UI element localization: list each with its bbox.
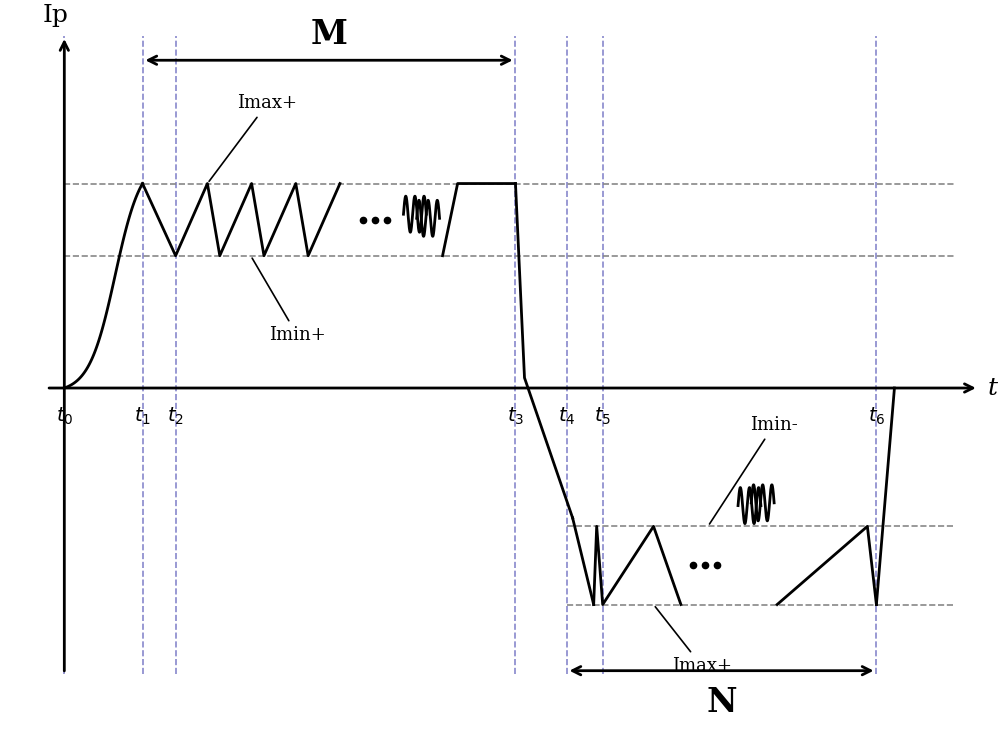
Text: Imax+: Imax+	[655, 607, 732, 675]
Text: Imax+: Imax+	[209, 94, 297, 182]
Text: N: N	[706, 686, 737, 719]
Text: $t_2$: $t_2$	[167, 406, 184, 427]
Text: t: t	[988, 376, 998, 399]
Text: $t_5$: $t_5$	[594, 406, 611, 427]
Text: $t_1$: $t_1$	[134, 406, 151, 427]
Text: Imin+: Imin+	[252, 258, 326, 344]
Text: $t_3$: $t_3$	[507, 406, 524, 427]
Text: Imin-: Imin-	[709, 416, 798, 524]
Text: M: M	[310, 18, 347, 51]
Text: $t_6$: $t_6$	[868, 406, 885, 427]
Text: $t_4$: $t_4$	[558, 406, 575, 427]
Text: Ip: Ip	[42, 4, 68, 27]
Text: $t_0$: $t_0$	[56, 406, 73, 427]
